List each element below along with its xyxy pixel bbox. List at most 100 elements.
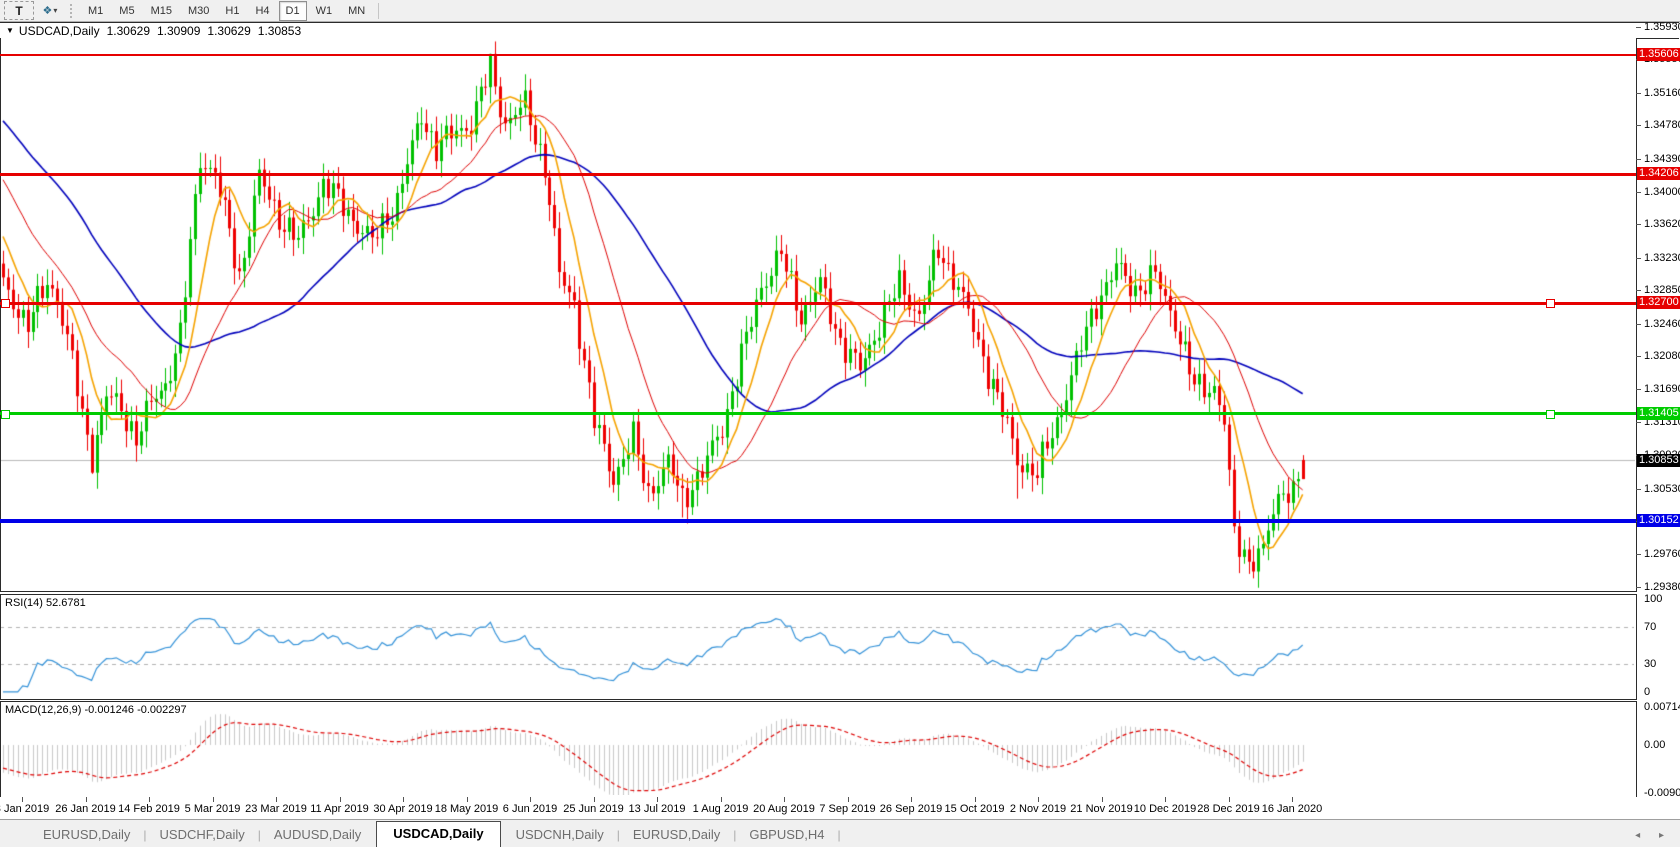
timeframe-buttons: M1 M5 M15 M30 H1 H4 D1 W1 MN xyxy=(81,0,372,21)
tab-scroll-left-icon[interactable]: ◂ xyxy=(1635,830,1649,841)
rsi-scale-label: 30 xyxy=(1644,658,1657,671)
rsi-panel[interactable]: RSI(14) 52.6781 xyxy=(0,594,1637,700)
line-handle[interactable] xyxy=(1546,299,1555,309)
date-axis-tick xyxy=(974,797,976,802)
horizontal-level-line-1.31405 xyxy=(0,412,1636,416)
tab-scroll-right-icon[interactable]: ▸ xyxy=(1658,830,1672,841)
price-axis-tick xyxy=(1636,586,1641,588)
price-axis-label: 1.35930 xyxy=(1644,21,1680,33)
cycle-icon: ❖ xyxy=(42,5,53,17)
candlestick-canvas[interactable] xyxy=(1,38,1635,590)
date-axis-tick xyxy=(85,797,87,802)
price-axis-label: 1.33230 xyxy=(1644,251,1680,264)
rsi-canvas[interactable] xyxy=(1,595,1634,697)
date-axis-tick xyxy=(593,797,595,802)
timeframe-button-w1[interactable]: W1 xyxy=(315,4,333,17)
chart-tab-usdcad-daily[interactable]: USDCAD,Daily xyxy=(376,821,501,847)
chart-tab-eurusd-daily[interactable]: EURUSD,Daily xyxy=(632,827,721,842)
date-axis[interactable]: 8 Jan 2019 26 Jan 2019 14 Feb 2019 5 Mar 20… xyxy=(0,797,1680,819)
date-axis-tick xyxy=(22,797,23,802)
date-axis-tick xyxy=(847,797,849,802)
timeframe-button-h1[interactable]: H1 xyxy=(225,4,240,17)
chart-tab-gbpusd-h4[interactable]: GBPUSD,H4 xyxy=(749,827,825,842)
date-axis-label: 20 Aug 2019 xyxy=(753,803,815,815)
price-axis-label: 1.29380 xyxy=(1644,580,1680,593)
price-axis-tick xyxy=(1636,27,1641,28)
date-axis-label: 13 Jul 2019 xyxy=(628,803,686,815)
macd-scale-label: 0.00 xyxy=(1644,739,1666,751)
rsi-scale-label: 100 xyxy=(1644,593,1663,606)
chart-tab-audusd-daily[interactable]: AUDUSD,Daily xyxy=(273,827,362,842)
date-axis-label: 5 Mar 2019 xyxy=(184,803,241,815)
line-handle[interactable] xyxy=(1546,409,1555,419)
chart-tabs: EURUSD,Daily | USDCHF,Daily | AUDUSD,Daily US… xyxy=(30,820,841,847)
price-axis-tick xyxy=(1636,125,1641,127)
line-handle[interactable] xyxy=(1,409,10,419)
price-level-badge: 1.32700 xyxy=(1637,296,1680,310)
macd-panel[interactable]: MACD(12,26,9) -0.001246 -0.002297 xyxy=(0,701,1637,798)
date-axis-tick xyxy=(1038,797,1039,802)
date-axis-tick xyxy=(530,797,531,802)
current-price-badge: 1.30853 xyxy=(1637,453,1680,467)
chart-title-bar: ▼ USDCAD,Daily 1.30629 1.30909 1.30629 1… xyxy=(0,22,1679,39)
tab-separator: | xyxy=(257,828,261,842)
date-axis-tick xyxy=(1165,797,1166,802)
date-axis-tick xyxy=(149,797,150,802)
price-axis-label: 1.29760 xyxy=(1644,548,1680,561)
price-axis-tick xyxy=(1636,257,1641,259)
price-axis-tick xyxy=(1636,290,1641,292)
text-label-tool-button[interactable]: T xyxy=(4,1,34,20)
tab-separator: | xyxy=(616,828,620,842)
date-axis-label: 26 Sep 2019 xyxy=(879,803,943,815)
date-axis-label: 25 Jun 2019 xyxy=(563,803,624,815)
timeframe-button-d1[interactable]: D1 xyxy=(278,0,307,21)
chart-tab-usdchf-daily[interactable]: USDCHF,Daily xyxy=(159,827,245,842)
price-level-badge: 1.31405 xyxy=(1637,406,1680,420)
price-axis-label: 1.34780 xyxy=(1644,119,1680,132)
rsi-scale-label: 70 xyxy=(1644,621,1657,634)
date-axis-label: 30 Apr 2019 xyxy=(373,803,433,815)
horizontal-level-line-1.35606 xyxy=(0,53,1636,56)
chart-tab-usdcnh-daily[interactable]: USDCNH,Daily xyxy=(515,827,604,842)
toolbar-gripper xyxy=(70,3,75,18)
date-axis-tick xyxy=(720,797,722,802)
price-chart-panel[interactable] xyxy=(0,38,1637,592)
ohlc-high: 1.30909 xyxy=(157,23,201,38)
date-axis-tick xyxy=(1101,797,1103,802)
rsi-label: RSI(14) 52.6781 xyxy=(5,597,86,609)
price-axis-label: 1.32460 xyxy=(1644,317,1680,330)
timeframe-button-m1[interactable]: M1 xyxy=(88,4,104,17)
price-axis-label: 1.32850 xyxy=(1644,284,1680,297)
timeframe-button-m5[interactable]: M5 xyxy=(119,4,135,17)
tab-separator: | xyxy=(837,828,841,842)
macd-label: MACD(12,26,9) -0.001246 -0.002297 xyxy=(5,704,187,716)
main-toolbar: T ❖ ▾ M1 M5 M15 M30 H1 H4 D1 W1 MN xyxy=(0,0,1680,22)
chart-menu-icon[interactable]: ▼ xyxy=(6,26,14,35)
date-axis-label: 10 Dec 2019 xyxy=(1133,803,1197,815)
date-axis-tick xyxy=(1292,797,1293,802)
price-axis-tick xyxy=(1636,488,1641,490)
date-axis-label: 7 Sep 2019 xyxy=(819,803,876,815)
line-handle[interactable] xyxy=(1,299,10,309)
horizontal-level-line-1.34206 xyxy=(0,172,1636,176)
timeframe-button-h4[interactable]: H4 xyxy=(255,4,270,17)
timeframe-button-mn[interactable]: MN xyxy=(348,4,366,17)
date-axis-label: 18 May 2019 xyxy=(434,803,499,815)
date-axis-label: 14 Feb 2019 xyxy=(118,803,180,815)
date-axis-label: 26 Jan 2019 xyxy=(55,803,116,815)
ohlc-close: 1.30853 xyxy=(257,23,302,38)
price-axis-label: 1.34390 xyxy=(1644,152,1680,165)
date-axis-label: 2 Nov 2019 xyxy=(1009,803,1067,815)
date-axis-label: 6 Jun 2019 xyxy=(502,803,558,815)
timeframe-button-m30[interactable]: M30 xyxy=(187,4,210,17)
date-axis-label: 21 Nov 2019 xyxy=(1070,803,1133,815)
macd-canvas[interactable] xyxy=(1,702,1634,795)
price-level-badge: 1.30152 xyxy=(1637,513,1680,527)
cycle-symbols-button[interactable]: ❖ ▾ xyxy=(36,2,64,19)
chart-tab-eurusd-daily[interactable]: EURUSD,Daily xyxy=(43,827,131,842)
date-axis-tick xyxy=(276,797,277,802)
date-axis-label: 8 Jan 2019 xyxy=(0,803,50,815)
ohlc-open: 1.30629 xyxy=(106,23,150,38)
timeframe-button-m15[interactable]: M15 xyxy=(150,4,172,17)
